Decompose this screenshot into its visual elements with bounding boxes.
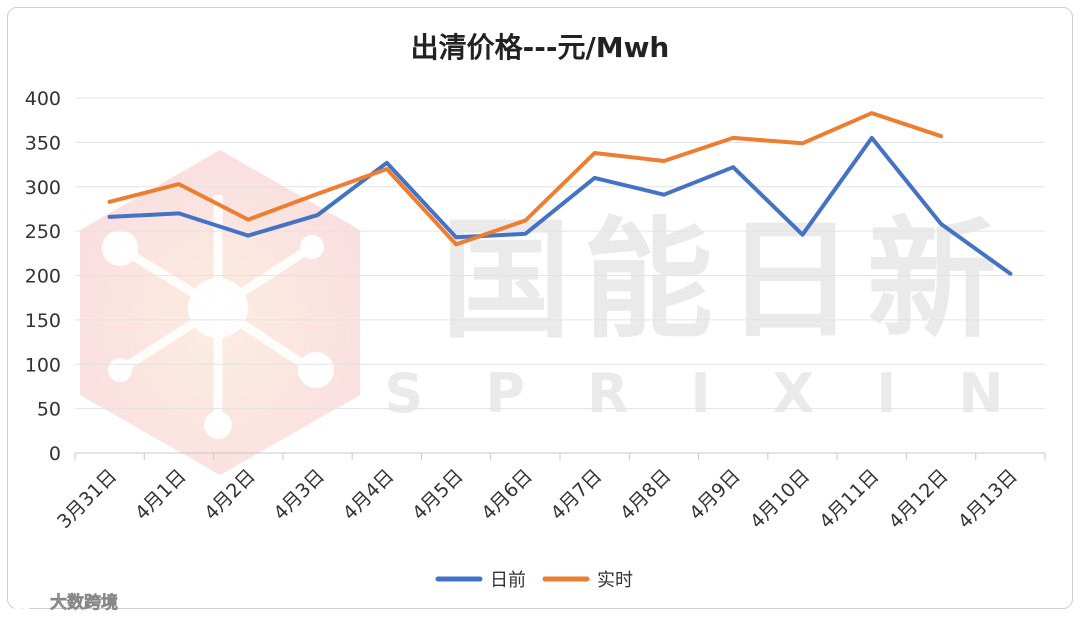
watermark-hex-dots — [102, 230, 334, 439]
watermark: 国能日新 SPRIXIN — [80, 150, 1065, 475]
y-tick-label: 250 — [25, 221, 61, 243]
x-tick-label: 4月1日 — [131, 465, 191, 525]
watermark-brand-en: SPRIXIN — [384, 362, 1065, 425]
series-group — [107, 111, 1013, 276]
legend-label-shishi: 实时 — [597, 570, 633, 591]
corner-logo-icon — [11, 590, 33, 612]
corner-logo: 大数跨境 — [11, 590, 118, 613]
y-tick-label: 50 — [37, 399, 61, 421]
x-tick-label: 4月13日 — [954, 465, 1022, 533]
x-tick-label: 4月7日 — [547, 465, 607, 525]
watermark-brand-cn: 国能日新 — [441, 204, 1009, 356]
y-tick-label: 100 — [25, 354, 61, 376]
x-axis: 3月31日 4月1日 4月2日 4月3日 4月4日 4月5日 4月6日 4月7日 4月8日 4月9… — [53, 453, 1046, 533]
x-tick-label: 4月8日 — [616, 465, 676, 525]
chart-title: 出清价格---元/Mwh — [411, 31, 670, 64]
x-tick-label: 4月6日 — [477, 465, 537, 525]
y-tick-label: 150 — [25, 310, 61, 332]
x-tick-label: 4月2日 — [200, 465, 260, 525]
x-tick-label: 4月11日 — [815, 465, 883, 533]
x-tick-label: 3月31日 — [53, 465, 121, 533]
series-line-0 — [107, 135, 1013, 276]
corner-logo-text: 大数跨境 — [50, 592, 118, 613]
x-tick-label: 4月5日 — [408, 465, 468, 525]
x-tick-label: 4月3日 — [270, 465, 330, 525]
legend: 日前 实时 — [435, 570, 633, 591]
y-tick-label: 200 — [25, 266, 61, 288]
y-tick-label: 350 — [25, 132, 61, 154]
series-line-1 — [107, 111, 944, 247]
legend-label-rijian: 日前 — [490, 570, 526, 591]
x-tick-label: 4月9日 — [685, 465, 745, 525]
y-tick-label: 0 — [49, 443, 61, 465]
y-tick-label: 300 — [25, 177, 61, 199]
x-tick-label: 4月12日 — [885, 465, 953, 533]
y-axis: 400 350 300 250 200 150 100 50 0 — [25, 88, 61, 465]
x-tick-label: 4月10日 — [746, 465, 814, 533]
x-tick-label: 4月4日 — [339, 465, 399, 525]
y-tick-label: 400 — [25, 88, 61, 110]
